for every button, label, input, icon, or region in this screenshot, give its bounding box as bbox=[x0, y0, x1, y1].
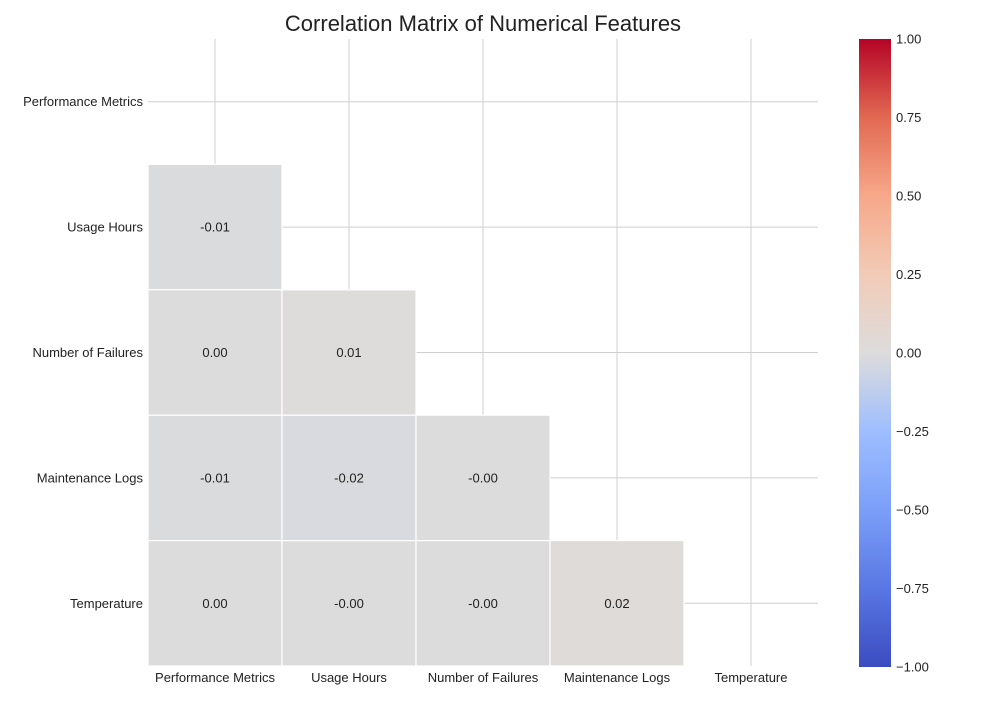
cell-value-label: -0.00 bbox=[468, 470, 498, 485]
heatmap-cell bbox=[147, 414, 283, 542]
colorbar-tick-label: −0.25 bbox=[896, 424, 929, 439]
heatmap-cell bbox=[281, 414, 417, 542]
cell-value-label: 0.00 bbox=[202, 345, 227, 360]
x-axis-labels: Performance Metrics Usage Hours Number of … bbox=[155, 670, 787, 685]
heatmap-cell bbox=[549, 539, 685, 667]
cell-value-label: 0.01 bbox=[336, 345, 361, 360]
x-tick-label: Maintenance Logs bbox=[564, 670, 671, 685]
heatmap-cell bbox=[281, 539, 417, 667]
cell-value-label: 0.02 bbox=[604, 596, 629, 611]
heatmap-cell bbox=[147, 163, 283, 291]
heatmap-cell bbox=[415, 539, 551, 667]
y-tick-label: Usage Hours bbox=[67, 220, 143, 235]
heatmap-cell bbox=[147, 539, 283, 667]
cell-value-label: -0.02 bbox=[334, 470, 364, 485]
x-tick-label: Temperature bbox=[715, 670, 788, 685]
y-tick-label: Number of Failures bbox=[32, 345, 143, 360]
colorbar-gradient bbox=[859, 39, 891, 667]
cell-value-label: -0.01 bbox=[200, 470, 230, 485]
y-tick-label: Temperature bbox=[70, 596, 143, 611]
heatmap-cell bbox=[147, 289, 283, 416]
cell-value-label: -0.00 bbox=[334, 596, 364, 611]
colorbar-tick-label: 0.00 bbox=[896, 346, 921, 361]
colorbar-tick-label: 1.00 bbox=[896, 32, 921, 47]
colorbar-tick-label: 0.75 bbox=[896, 110, 921, 125]
cell-value-label: -0.00 bbox=[468, 596, 498, 611]
colorbar-tick-label: 0.50 bbox=[896, 189, 921, 204]
cell-value-label: 0.00 bbox=[202, 596, 227, 611]
colorbar-tick-label: −1.00 bbox=[896, 660, 929, 675]
chart-title: Correlation Matrix of Numerical Features bbox=[285, 11, 681, 36]
heatmap-cells: -0.01 0.00 0.01 -0.01 -0.02 -0.00 0.00 -0.00 -0.… bbox=[147, 163, 685, 667]
colorbar: 1.00 0.75 0.50 0.25 0.00 −0.25 −0.50 −0.75 −1.00 bbox=[859, 32, 929, 675]
cell-value-label: -0.01 bbox=[200, 220, 230, 235]
heatmap-cell bbox=[415, 414, 551, 542]
x-tick-label: Performance Metrics bbox=[155, 670, 275, 685]
x-tick-label: Number of Failures bbox=[428, 670, 539, 685]
colorbar-tick-label: −0.50 bbox=[896, 503, 929, 518]
x-tick-label: Usage Hours bbox=[311, 670, 387, 685]
y-tick-label: Performance Metrics bbox=[23, 94, 143, 109]
y-tick-label: Maintenance Logs bbox=[37, 470, 144, 485]
colorbar-tick-label: −0.75 bbox=[896, 581, 929, 596]
y-axis-labels: Performance Metrics Usage Hours Number of … bbox=[23, 94, 143, 611]
colorbar-tick-label: 0.25 bbox=[896, 267, 921, 282]
